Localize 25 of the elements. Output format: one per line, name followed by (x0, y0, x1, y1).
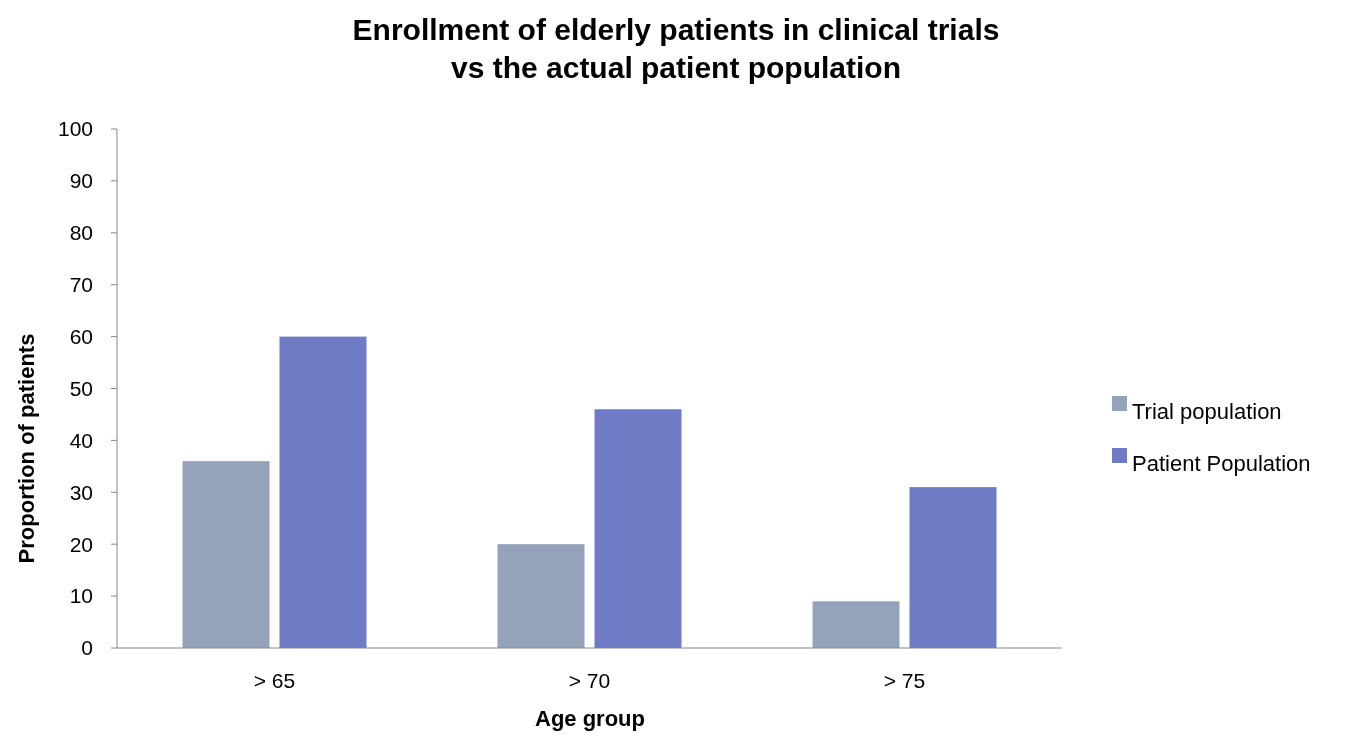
y-tick-label: 30 (69, 480, 93, 504)
legend-label: Trial population (1132, 398, 1282, 424)
legend-label: Patient Population (1132, 450, 1311, 476)
bar (182, 461, 270, 648)
y-tick-label: 0 (81, 636, 93, 660)
x-tick-label: > 75 (883, 669, 926, 692)
y-tick-label: 100 (57, 117, 93, 141)
y-axis-title: Proportion of patients (14, 333, 39, 564)
chart-title: Enrollment of elderly patients in clinical trials vs the actual patient population (352, 13, 1000, 84)
bar (812, 601, 900, 648)
y-tick-label: 20 (69, 532, 93, 556)
bar (497, 544, 585, 648)
y-tick-label: 70 (69, 273, 93, 297)
y-tick-label: 50 (69, 376, 93, 400)
x-tick-label: > 65 (253, 669, 296, 692)
y-tick-label: 80 (69, 221, 93, 245)
x-tick-label: > 70 (568, 669, 611, 692)
bar (279, 336, 367, 648)
y-tick-label: 10 (69, 584, 93, 608)
y-tick-label: 60 (69, 324, 93, 348)
y-tick-label: 40 (69, 428, 93, 452)
y-tick-label: 90 (69, 169, 93, 193)
bar (909, 487, 997, 648)
bar (594, 409, 682, 648)
x-axis-title: Age group (535, 706, 645, 731)
